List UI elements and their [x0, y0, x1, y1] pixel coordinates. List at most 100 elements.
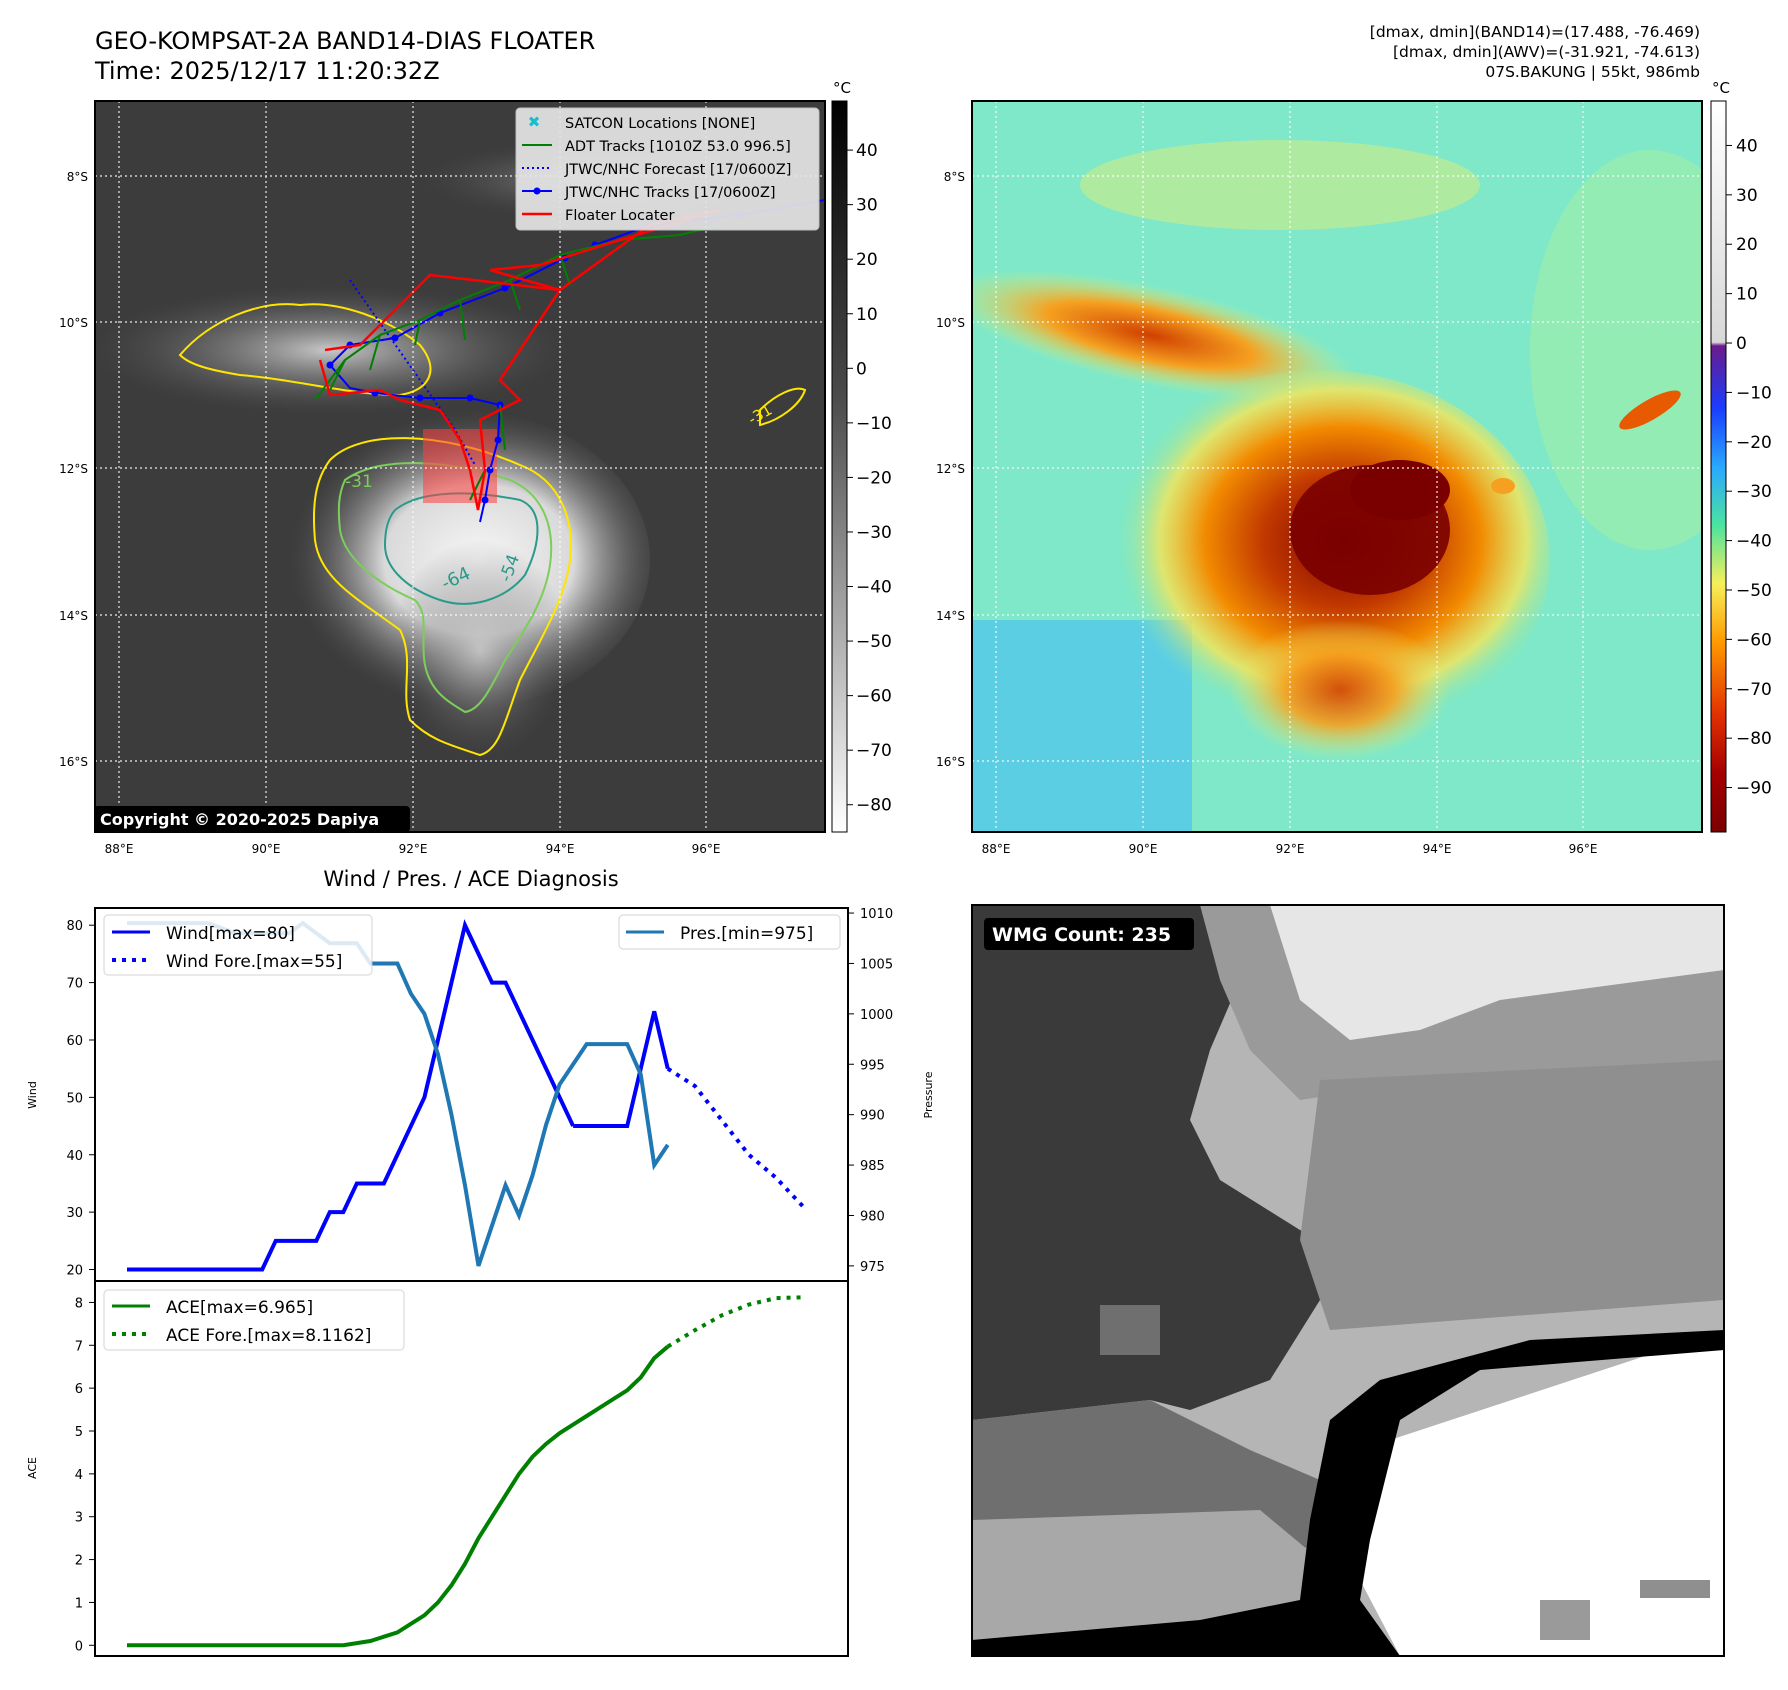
ir-contour-green	[337, 462, 553, 714]
ir-colorbar-tick-label: −40	[856, 578, 892, 598]
color-colorbar-tick-label: −40	[1736, 532, 1772, 552]
legend-wind-forecast: Wind Fore.[max=55]	[166, 952, 342, 972]
color-lat-label: 16°S	[936, 755, 965, 769]
pressure-ytick-label: 1010	[860, 907, 893, 922]
color-lon-label: 96°E	[1569, 842, 1598, 856]
color-colorbar-tick-label: −30	[1736, 482, 1772, 502]
color-colorbar-tick-label: −90	[1736, 779, 1772, 799]
ir-colorbar-tick-label: −30	[856, 523, 892, 543]
pressure-ytick-label: 995	[860, 1058, 885, 1073]
legend-ace-forecast: ACE Fore.[max=8.1162]	[166, 1326, 371, 1346]
color-colorbar-tick-label: −60	[1736, 630, 1772, 650]
ir-lat-label: 10°S	[59, 316, 88, 330]
ir-contour-label-1: -31	[345, 472, 373, 492]
ir-lon-label: 90°E	[252, 842, 281, 856]
legend-jtwc-forecast: JTWC/NHC Forecast [17/0600Z]	[564, 162, 791, 178]
color-colorbar-tick-label: 0	[1736, 334, 1747, 354]
legend-wind: Wind[max=80]	[166, 924, 295, 944]
ir-colorbar-tick-label: 20	[856, 250, 878, 270]
legend-satcon: SATCON Locations [NONE]	[565, 116, 755, 132]
ir-colorbar-unit: °C	[833, 79, 851, 97]
ace-axis-label: ACE	[26, 1457, 39, 1479]
color-lon-label: 88°E	[982, 842, 1011, 856]
enhanced-color-panel: 8°S 10°S 12°S 14°S 16°S 88°E 90°E 92°E 9…	[936, 100, 1703, 856]
ir-legend: ✖ SATCON Locations [NONE] ADT Tracks [10…	[515, 107, 820, 231]
color-lat-label: 10°S	[936, 316, 965, 330]
copyright-text: Copyright © 2020-2025 Dapiya	[100, 810, 379, 829]
color-colorbar-tick-label: −20	[1736, 433, 1772, 453]
wind-line	[573, 1010, 670, 1129]
legend-jtwc-tracks: JTWC/NHC Tracks [17/0600Z]	[564, 185, 776, 201]
wind-ytick-label: 30	[66, 1206, 83, 1221]
stats-awv: [dmax, dmin](AWV)=(-31.921, -74.613)	[1393, 43, 1700, 61]
wind-ytick-label: 70	[66, 977, 83, 992]
ir-colorbar-tick-label: 30	[856, 196, 878, 216]
wind-ytick-label: 40	[66, 1149, 83, 1164]
ir-colorbar-tick-label: −80	[856, 796, 892, 816]
wmg-count-text: WMG Count: 235	[992, 924, 1171, 946]
ir-lon-label: 96°E	[692, 842, 721, 856]
floater-locater-track	[318, 208, 721, 511]
wind-legend: Wind[max=80] Wind Fore.[max=55]	[103, 914, 373, 976]
ace-ytick-label: 7	[75, 1339, 83, 1354]
ir-colorbar-tick-label: −60	[856, 687, 892, 707]
color-colorbar: °C 40 30 20 10 0 −10 −20 −30 −40 −50 −60 −70 −80 −90	[1710, 79, 1772, 833]
stats-block: [dmax, dmin](BAND14)=(17.488, -76.469) […	[1370, 22, 1700, 82]
ir-colorbar: °C 40 30 20 10 0 −10 −20 −30 −40 −50 −60 −70 −80	[831, 79, 892, 833]
ir-lon-label: 92°E	[399, 842, 428, 856]
ace-chart: 0 1 2 3 4 5 6 7 8 ACE ACE[max=6.965] ACE Fore.[m…	[26, 1280, 849, 1657]
ir-lat-label: 8°S	[67, 170, 88, 184]
color-colorbar-tick-label: 30	[1736, 186, 1758, 206]
ir-colorbar-tick-label: −20	[856, 468, 892, 488]
pressure-legend: Pres.[min=975]	[618, 914, 841, 950]
wind-axis-label: Wind	[26, 1081, 39, 1109]
wind-line	[127, 919, 575, 1272]
ace-ytick-label: 0	[75, 1639, 83, 1654]
pressure-ytick-label: 1000	[860, 1008, 893, 1023]
ace-ytick-label: 4	[75, 1468, 83, 1483]
ir-lon-label: 88°E	[105, 842, 134, 856]
wind-ytick-label: 20	[66, 1264, 83, 1279]
wind-ytick-label: 60	[66, 1034, 83, 1049]
ace-ytick-label: 3	[75, 1511, 83, 1526]
color-lon-label: 92°E	[1276, 842, 1305, 856]
wind-pressure-chart: 20 30 40 50 60 70 80 975 980 985 990 995 1000 1005 101…	[26, 907, 935, 1282]
ir-colorbar-tick-label: 40	[856, 141, 878, 161]
color-lat-label: 8°S	[944, 170, 965, 184]
diagnosis-title: Wind / Pres. / ACE Diagnosis	[323, 867, 618, 891]
copyright-badge	[94, 806, 410, 832]
wind-ytick-label: 50	[66, 1091, 83, 1106]
ir-colorbar-tick-label: −70	[856, 741, 892, 761]
color-colorbar-tick-label: −70	[1736, 680, 1772, 700]
color-colorbar-tick-label: 10	[1736, 285, 1758, 305]
pressure-ytick-label: 990	[860, 1109, 885, 1124]
ir-lat-label: 14°S	[59, 609, 88, 623]
color-colorbar-tick-label: −50	[1736, 581, 1772, 601]
color-lon-label: 90°E	[1129, 842, 1158, 856]
color-colorbar-unit: °C	[1712, 79, 1730, 97]
color-colorbar-tick-label: −10	[1736, 383, 1772, 403]
color-colorbar-tick-label: −80	[1736, 729, 1772, 749]
ir-colorbar-tick-label: 0	[856, 359, 867, 379]
ace-ytick-label: 8	[75, 1296, 83, 1311]
ir-contour-yellow	[312, 437, 572, 757]
color-band-upper	[972, 269, 1356, 401]
ir-lat-label: 12°S	[59, 462, 88, 476]
stats-band14: [dmax, dmin](BAND14)=(17.488, -76.469)	[1369, 23, 1700, 41]
pressure-axis-label: Pressure	[922, 1071, 935, 1118]
ace-ytick-label: 5	[75, 1425, 83, 1440]
figure-title-line1: GEO-KOMPSAT-2A BAND14-DIAS FLOATER	[95, 27, 596, 55]
ace-ytick-label: 6	[75, 1382, 83, 1397]
ace-line	[127, 1345, 670, 1648]
wmg-count-badge	[984, 918, 1194, 950]
satcon-marker-icon: ✖	[528, 113, 541, 131]
pressure-ytick-label: 980	[860, 1209, 885, 1224]
wind-ytick-label: 80	[66, 919, 83, 934]
pressure-ytick-label: 1005	[860, 957, 893, 972]
ir-colorbar-tick-label: −50	[856, 632, 892, 652]
ace-legend: ACE[max=6.965] ACE Fore.[max=8.1162]	[103, 1289, 405, 1351]
color-lat-label: 14°S	[936, 609, 965, 623]
legend-floater: Floater Locater	[565, 208, 674, 224]
ir-lon-label: 94°E	[546, 842, 575, 856]
legend-adt: ADT Tracks [1010Z 53.0 996.5]	[565, 139, 791, 155]
